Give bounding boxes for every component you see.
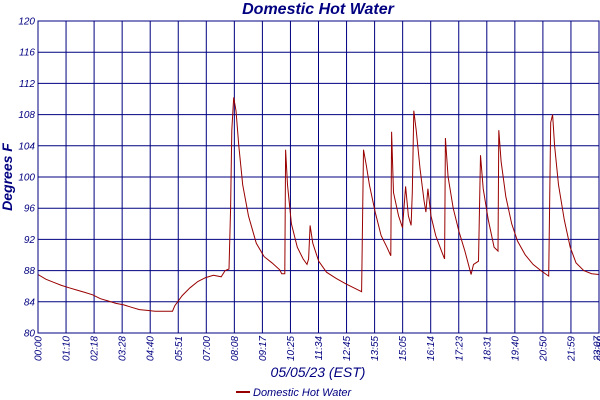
x-tick-label: 08:08 (230, 336, 241, 361)
x-axis-label: 05/05/23 (EST) (271, 364, 366, 380)
y-tick-label: 116 (19, 48, 35, 59)
legend: Domestic Hot Water (236, 387, 353, 399)
x-tick-label: 05:51 (174, 336, 185, 361)
x-tick-label: 20:50 (538, 336, 549, 362)
x-tick-label: 03:28 (118, 336, 129, 361)
x-tick-label: 00:00 (34, 336, 45, 361)
x-tick-label: 13:55 (370, 336, 381, 361)
x-tick-label: 11:34 (314, 336, 325, 361)
y-tick-label: 104 (18, 141, 35, 152)
x-tick-label: 23:07 (593, 336, 600, 362)
x-tick-label: 12:45 (342, 336, 353, 361)
x-tick-label: 23:59 (596, 336, 600, 362)
y-tick-label: 84 (24, 297, 36, 308)
y-tick-label: 80 (24, 329, 36, 340)
x-tick-label: 10:25 (286, 336, 297, 361)
grid (37, 20, 600, 334)
legend-label: Domestic Hot Water (253, 387, 353, 399)
x-axis-ticks: 00:00 01:10 02:18 03:28 04:40 05:51 07:00 08:08… (34, 336, 600, 362)
x-tick-label: 04:40 (146, 336, 157, 361)
series-line-domestic-hot-water (37, 97, 600, 312)
x-tick-label: 18:31 (482, 336, 493, 361)
y-tick-label: 100 (18, 173, 35, 184)
y-tick-label: 92 (24, 235, 36, 246)
x-tick-label: 15:05 (398, 336, 409, 361)
y-tick-label: 120 (18, 17, 35, 28)
y-tick-label: 96 (24, 204, 36, 215)
chart-title: Domestic Hot Water (242, 1, 395, 18)
y-tick-label: 108 (18, 110, 35, 121)
plot-border (37, 20, 600, 334)
y-axis-ticks: 80 84 88 92 96 100 104 108 112 116 120 (18, 17, 35, 340)
x-tick-label: 09:17 (258, 336, 269, 361)
x-tick-label: 21:59 (566, 336, 577, 362)
y-tick-label: 112 (19, 79, 35, 90)
x-tick-label: 01:10 (62, 336, 73, 361)
y-axis-label: Degrees F (0, 143, 15, 211)
x-tick-label: 16:14 (426, 336, 437, 361)
x-tick-label: 17:23 (454, 336, 465, 361)
y-tick-label: 88 (24, 266, 36, 277)
x-tick-label: 07:00 (202, 336, 213, 361)
x-tick-label: 19:40 (510, 336, 521, 361)
x-tick-label: 02:18 (90, 336, 101, 361)
